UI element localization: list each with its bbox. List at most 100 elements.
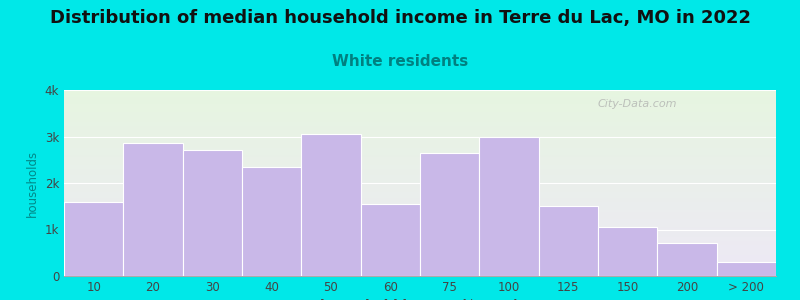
Bar xyxy=(64,263,776,264)
Bar xyxy=(64,101,776,102)
Bar xyxy=(64,262,776,263)
Bar xyxy=(64,145,776,146)
Bar xyxy=(64,166,776,167)
Bar xyxy=(64,239,776,240)
Bar xyxy=(64,197,776,198)
Bar xyxy=(64,205,776,206)
Bar xyxy=(64,213,776,214)
Bar xyxy=(64,261,776,262)
Bar xyxy=(64,137,776,138)
Text: White residents: White residents xyxy=(332,54,468,69)
Bar xyxy=(64,99,776,100)
Bar xyxy=(64,191,776,192)
Bar xyxy=(242,167,302,276)
Bar xyxy=(64,229,776,230)
Bar xyxy=(64,156,776,157)
Bar xyxy=(64,198,776,199)
Bar xyxy=(64,245,776,246)
Bar xyxy=(64,221,776,222)
Bar xyxy=(64,121,776,122)
Bar xyxy=(64,210,776,211)
Bar xyxy=(64,143,776,144)
Bar xyxy=(64,202,776,203)
Bar xyxy=(64,274,776,275)
Bar xyxy=(64,190,776,191)
Bar xyxy=(64,113,776,114)
Bar xyxy=(64,260,776,261)
Bar xyxy=(64,252,776,253)
Bar xyxy=(64,136,776,137)
Bar xyxy=(64,187,776,188)
Bar xyxy=(64,254,776,255)
Bar xyxy=(64,119,776,120)
Bar xyxy=(64,118,776,119)
Bar xyxy=(64,225,776,226)
Bar xyxy=(361,204,420,276)
Bar xyxy=(64,95,776,96)
Bar xyxy=(64,220,776,221)
Bar xyxy=(64,266,776,267)
Bar xyxy=(64,271,776,272)
Bar xyxy=(64,172,776,173)
Bar xyxy=(64,188,776,189)
Bar xyxy=(64,227,776,228)
Bar xyxy=(64,152,776,153)
Bar xyxy=(64,242,776,244)
Bar xyxy=(64,115,776,116)
Bar xyxy=(64,178,776,179)
Bar xyxy=(64,192,776,193)
Bar xyxy=(64,127,776,128)
Bar xyxy=(64,183,776,184)
Bar xyxy=(64,149,776,150)
Bar xyxy=(64,259,776,260)
Bar xyxy=(64,131,776,132)
Bar xyxy=(64,209,776,210)
Bar xyxy=(64,168,776,169)
Bar xyxy=(64,163,776,164)
Y-axis label: households: households xyxy=(26,149,39,217)
Bar xyxy=(658,244,717,276)
Bar xyxy=(64,132,776,133)
Bar xyxy=(64,258,776,259)
Bar xyxy=(64,100,776,101)
Bar xyxy=(64,228,776,229)
Bar xyxy=(64,246,776,247)
Bar xyxy=(64,184,776,185)
Bar xyxy=(64,199,776,200)
Bar xyxy=(64,233,776,234)
Bar xyxy=(64,153,776,154)
Bar xyxy=(64,173,776,174)
Bar xyxy=(64,176,776,177)
Bar xyxy=(64,94,776,95)
Bar xyxy=(64,185,776,186)
Bar xyxy=(64,218,776,219)
Bar xyxy=(64,146,776,147)
Bar xyxy=(64,186,776,187)
Bar xyxy=(64,116,776,117)
Bar xyxy=(64,248,776,249)
Bar xyxy=(64,235,776,236)
Bar xyxy=(64,200,776,201)
Bar xyxy=(64,174,776,175)
Bar xyxy=(64,230,776,231)
Text: Distribution of median household income in Terre du Lac, MO in 2022: Distribution of median household income … xyxy=(50,9,750,27)
Bar xyxy=(64,236,776,237)
Bar xyxy=(64,232,776,233)
Bar xyxy=(64,182,776,183)
Bar xyxy=(64,92,776,93)
Bar xyxy=(64,231,776,232)
Bar xyxy=(64,164,776,165)
Bar xyxy=(64,167,776,168)
Bar xyxy=(64,202,123,276)
Bar xyxy=(64,206,776,207)
Bar xyxy=(64,240,776,241)
Bar xyxy=(64,203,776,204)
Bar xyxy=(64,241,776,242)
Bar xyxy=(64,181,776,182)
Bar xyxy=(182,150,242,276)
Bar xyxy=(64,148,776,149)
Bar xyxy=(64,264,776,265)
Bar xyxy=(64,150,776,152)
Bar xyxy=(598,227,658,276)
Bar xyxy=(64,269,776,270)
